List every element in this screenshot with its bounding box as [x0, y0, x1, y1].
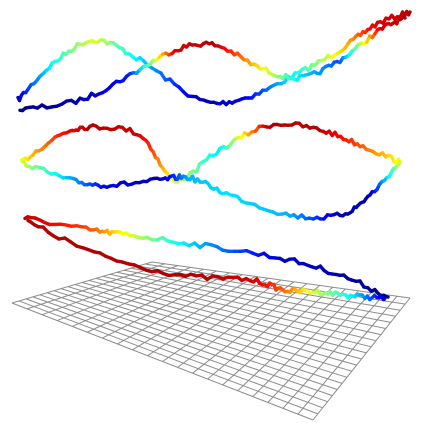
grid-line [25, 298, 323, 409]
grid-line [46, 292, 338, 390]
curve-segment [382, 296, 387, 302]
grid-line [282, 294, 385, 409]
grid-line [81, 282, 362, 360]
grid-line [53, 290, 343, 384]
grid-line [32, 296, 328, 403]
floor-grid [11, 261, 411, 421]
grid-line [177, 281, 295, 368]
grid-line [267, 292, 372, 403]
curve-segment [402, 14, 407, 20]
grid-line [11, 302, 314, 421]
grid-line [60, 288, 348, 378]
grid-line [207, 285, 321, 380]
grid-line [312, 297, 411, 421]
grid-line [252, 290, 359, 397]
grid-line [74, 284, 357, 366]
grid-line [297, 295, 398, 415]
grid-line [237, 288, 346, 392]
curves [16, 9, 412, 302]
grid-line [18, 300, 319, 415]
grid-line [39, 294, 333, 397]
curve-segment [397, 160, 402, 166]
grid-line [192, 283, 308, 374]
grid-line [67, 286, 352, 372]
grid-line [222, 286, 333, 386]
curve-segment [406, 10, 412, 17]
